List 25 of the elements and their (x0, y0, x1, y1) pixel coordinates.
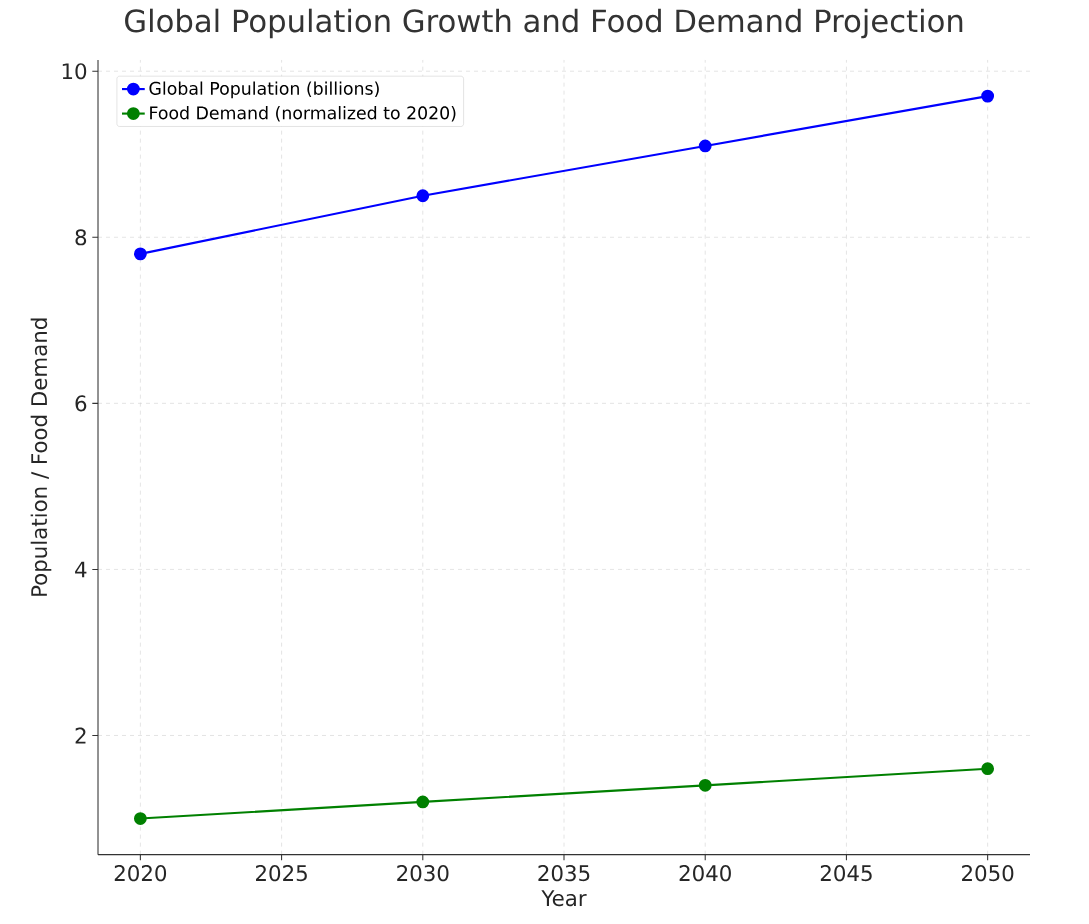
point (133, 247, 147, 261)
x-tick-label: 2020 (114, 865, 167, 882)
y-tick-label: 4 (75, 561, 87, 578)
chart-title: Global Population Growth and Food Demand Projection (125, 8, 963, 39)
point (981, 762, 995, 776)
y-tick-label: 6 (75, 395, 87, 412)
x-tick-label: 2040 (679, 865, 731, 882)
x-tick-label: 2045 (820, 865, 872, 882)
y-tick-label: 10 (62, 63, 87, 80)
x-tick-label: 2050 (962, 865, 1014, 882)
legend-label: Global Population (billions) (149, 81, 379, 99)
legend-label: Food Demand (normalized to 2020) (150, 105, 456, 122)
point (416, 189, 430, 203)
x-tick-label: 2025 (256, 865, 307, 882)
point (133, 812, 147, 825)
y-axis-title: Population / Food Demand (30, 318, 52, 596)
x-axis-title: Year (541, 890, 587, 907)
y-tick-label: 2 (75, 727, 86, 744)
x-tick-label: 2030 (397, 865, 449, 882)
y-tick-label: 8 (75, 229, 87, 246)
point (981, 89, 995, 103)
point (698, 139, 712, 153)
x-tick-label: 2035 (538, 865, 590, 882)
point (416, 795, 430, 809)
point (698, 778, 712, 792)
